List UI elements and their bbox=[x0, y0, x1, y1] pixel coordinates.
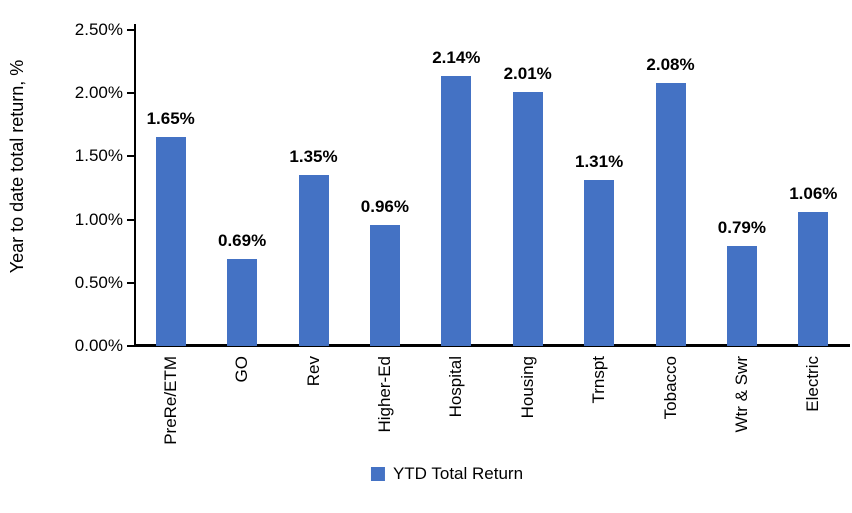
x-axis-category-label: Electric bbox=[803, 356, 823, 412]
y-tick-label: 0.00% bbox=[74, 336, 123, 355]
bar-value-label: 1.31% bbox=[574, 152, 624, 172]
bar-value-label: 2.14% bbox=[432, 47, 481, 67]
bar-value-label: 1.35% bbox=[289, 147, 338, 167]
bar-value-label: 2.01% bbox=[503, 63, 552, 83]
bar bbox=[298, 175, 329, 346]
bar-value-label: 0.69% bbox=[217, 230, 267, 250]
bar bbox=[369, 224, 400, 346]
bar bbox=[726, 246, 757, 346]
y-tick-label: 2.00% bbox=[74, 83, 123, 103]
legend-swatch-icon bbox=[370, 467, 385, 481]
x-axis-category-label: PreRe/ETM bbox=[160, 356, 180, 445]
y-tick-mark bbox=[127, 218, 135, 221]
bar bbox=[155, 137, 186, 346]
y-axis-line bbox=[134, 24, 136, 346]
y-tick-mark bbox=[127, 345, 135, 347]
y-axis-title-container: Year to date total return, % bbox=[0, 8, 36, 324]
y-tick-mark bbox=[127, 29, 135, 31]
x-axis-category-label: Trnspt bbox=[589, 356, 609, 404]
x-axis-category-label: GO bbox=[232, 356, 252, 383]
bar-value-label: 1.65% bbox=[146, 109, 195, 129]
y-tick-mark bbox=[127, 155, 135, 158]
x-axis-category-label: Hospital bbox=[446, 356, 466, 418]
y-tick-mark bbox=[127, 281, 135, 284]
bar-value-label: 1.06% bbox=[789, 184, 838, 204]
y-tick-label: 2.50% bbox=[74, 20, 123, 39]
legend-label: YTD Total Return bbox=[392, 464, 524, 483]
y-tick-label: 1.50% bbox=[74, 146, 123, 166]
bar bbox=[798, 212, 829, 346]
bar-value-label: 2.08% bbox=[646, 55, 695, 75]
bar-value-label: 0.96% bbox=[360, 196, 409, 216]
x-axis-category-label: Wtr & Swr bbox=[731, 356, 751, 433]
x-axis-category-label: Rev bbox=[303, 356, 323, 387]
y-tick-mark bbox=[127, 92, 135, 95]
x-axis-line bbox=[134, 344, 850, 347]
bar bbox=[512, 91, 543, 346]
y-tick-label: 0.50% bbox=[74, 272, 123, 292]
y-axis-title: Year to date total return, % bbox=[7, 59, 28, 273]
bar bbox=[655, 83, 686, 346]
x-axis-category-label: Tobacco bbox=[660, 356, 680, 420]
bar-value-label: 0.79% bbox=[717, 218, 766, 238]
legend: YTD Total Return bbox=[370, 464, 524, 484]
y-tick-label: 1.00% bbox=[74, 209, 123, 229]
bar bbox=[441, 75, 472, 346]
x-axis-category-label: Higher-Ed bbox=[374, 356, 394, 433]
bar bbox=[227, 258, 258, 346]
bar bbox=[584, 180, 615, 346]
x-axis-category-label: Housing bbox=[517, 356, 537, 419]
